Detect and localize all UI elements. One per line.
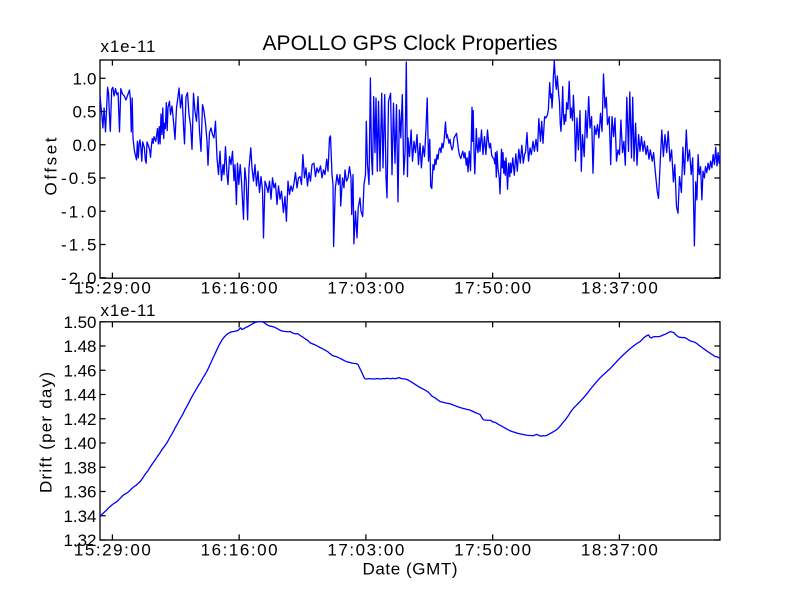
svg-text:15:29:00: 15:29:00: [74, 279, 151, 298]
svg-text:15:29:00: 15:29:00: [74, 540, 151, 559]
svg-text:x1e-11: x1e-11: [101, 37, 156, 56]
svg-text:APOLLO GPS Clock Properties: APOLLO GPS Clock Properties: [263, 32, 558, 55]
svg-text:16:16:00: 16:16:00: [201, 279, 278, 298]
svg-text:18:37:00: 18:37:00: [581, 540, 658, 559]
svg-text:1.46: 1.46: [64, 361, 97, 380]
svg-text:17:50:00: 17:50:00: [454, 540, 531, 559]
svg-text:1.40: 1.40: [64, 434, 97, 453]
svg-text:1.32: 1.32: [64, 531, 97, 550]
svg-text:1.0: 1.0: [73, 69, 97, 88]
svg-text:18:37:00: 18:37:00: [581, 279, 658, 298]
svg-text:17:50:00: 17:50:00: [454, 279, 531, 298]
svg-text:0.5: 0.5: [73, 103, 97, 122]
svg-text:Date (GMT): Date (GMT): [363, 560, 458, 579]
svg-text:1.48: 1.48: [64, 337, 97, 356]
svg-text:1.36: 1.36: [64, 483, 97, 502]
svg-text:1.50: 1.50: [64, 313, 97, 332]
svg-text:1.38: 1.38: [64, 458, 97, 477]
svg-text:17:03:00: 17:03:00: [327, 540, 404, 559]
svg-text:16:16:00: 16:16:00: [201, 540, 278, 559]
svg-text:17:03:00: 17:03:00: [327, 279, 404, 298]
svg-text:1.44: 1.44: [64, 386, 97, 405]
svg-text:1.34: 1.34: [64, 507, 97, 526]
svg-text:0.0: 0.0: [73, 136, 97, 155]
svg-text:Drift (per day): Drift (per day): [37, 372, 56, 493]
svg-text:x1e-11: x1e-11: [101, 301, 156, 320]
svg-text:1.42: 1.42: [64, 410, 97, 429]
